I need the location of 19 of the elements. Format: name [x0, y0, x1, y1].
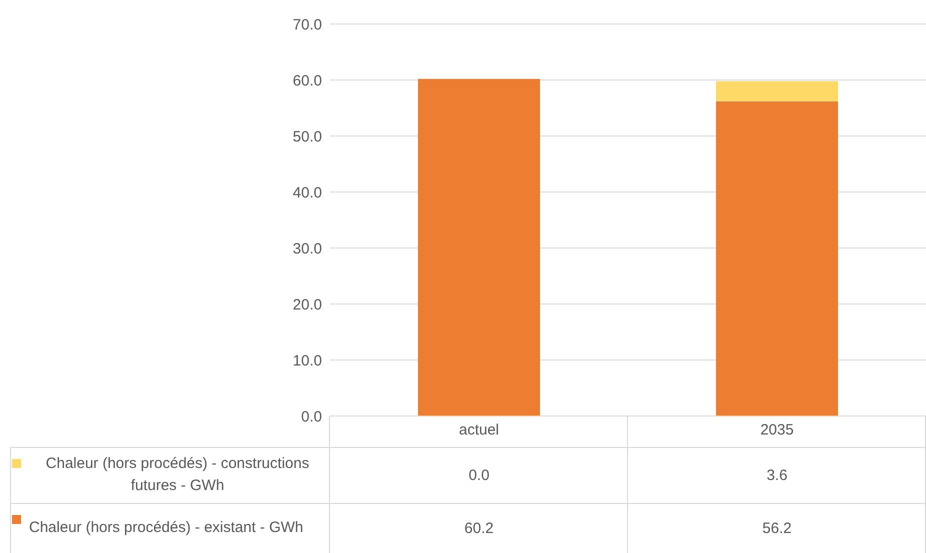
y-tick-label: 30.0 — [292, 240, 322, 258]
bar — [418, 78, 540, 416]
x-tick-label: actuel — [458, 422, 500, 439]
bar — [716, 81, 838, 102]
legend-label: Chaleur (hors procédés) - constructions futures - GWh — [44, 454, 310, 496]
legend-label: Chaleur (hors procédés) - existant - GWh — [29, 518, 304, 538]
data-label: 3.6 — [766, 466, 788, 486]
y-tick-label: 10.0 — [292, 352, 322, 370]
y-tick-label: 20.0 — [292, 296, 322, 314]
y-tick-label: 50.0 — [292, 128, 322, 146]
data-label: 56.2 — [761, 518, 793, 538]
x-tick-label: 2035 — [760, 422, 794, 439]
y-tick-label: 70.0 — [292, 16, 322, 34]
data-label: 0.0 — [468, 466, 490, 486]
bar — [716, 101, 838, 416]
y-tick-label: 40.0 — [292, 184, 322, 202]
data-label: 60.2 — [463, 518, 495, 538]
y-tick-label: 60.0 — [292, 72, 322, 90]
y-tick-label: 0.0 — [301, 408, 322, 426]
